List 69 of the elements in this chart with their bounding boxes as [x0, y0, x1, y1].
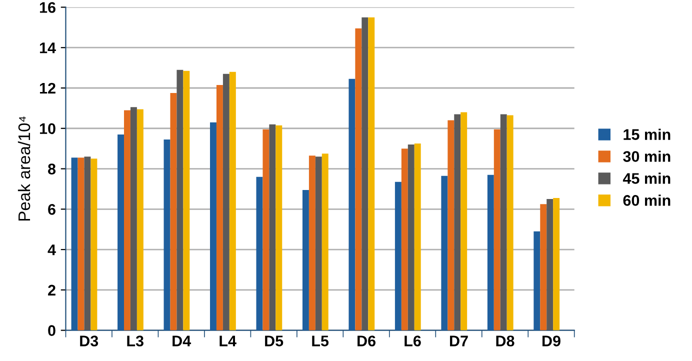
y-tick-label: 2 [48, 284, 56, 296]
bar [362, 17, 368, 330]
bar [394, 182, 402, 330]
x-tick-label: L5 [312, 336, 329, 346]
legend-label: 45 min [622, 172, 670, 184]
bar [348, 78, 356, 330]
bar [78, 158, 84, 330]
y-tick-label: 0 [48, 325, 56, 336]
y-tick-label: 14 [40, 42, 56, 54]
bar [262, 129, 270, 330]
x-tick-label: L3 [127, 336, 144, 346]
y-axis-title: Peak area/10⁴ [18, 116, 30, 221]
x-tick-label: D8 [496, 336, 514, 346]
bar [494, 129, 500, 330]
bar [222, 74, 230, 330]
y-tick-label: 10 [40, 123, 56, 134]
bar [487, 174, 494, 330]
y-tick-label: 8 [48, 164, 56, 174]
y-tick-label: 4 [48, 244, 56, 256]
bar [269, 124, 276, 330]
y-tick-label: 12 [40, 82, 56, 94]
y-tick-label: 6 [48, 204, 56, 215]
x-tick-label: L6 [404, 336, 421, 346]
bar [210, 122, 216, 330]
bar [170, 93, 177, 330]
bar [506, 115, 514, 330]
bar [256, 176, 263, 330]
bar [454, 114, 461, 330]
x-tick-label: D9 [542, 336, 560, 346]
bar [84, 156, 91, 330]
x-tick-label: D3 [80, 336, 98, 346]
bar [500, 114, 507, 330]
bar [302, 190, 309, 330]
bar [401, 148, 408, 330]
x-tick-label: D5 [265, 336, 284, 346]
bar [229, 72, 236, 330]
bar [136, 109, 144, 330]
bar [118, 134, 124, 330]
bar [71, 158, 78, 330]
bar [534, 231, 540, 330]
bar [216, 84, 223, 330]
bar [448, 120, 454, 330]
bar [540, 204, 547, 330]
bar [322, 154, 328, 330]
x-tick-label: D6 [358, 336, 376, 346]
legend-label: 60 min [623, 194, 670, 206]
bar [315, 156, 322, 330]
x-tick-label: D4 [172, 336, 192, 346]
bar [164, 139, 170, 330]
bar [460, 112, 468, 330]
legend-label: 30 min [623, 150, 670, 162]
bar [441, 176, 448, 330]
y-tick-label: 16 [40, 2, 56, 13]
bar [176, 70, 184, 330]
x-tick-label: L4 [220, 336, 236, 346]
bar [414, 144, 421, 330]
x-tick-label: D7 [450, 336, 468, 346]
bar [553, 198, 560, 330]
bar [90, 158, 98, 330]
bar [183, 70, 190, 330]
bar [276, 125, 282, 330]
bar [408, 144, 414, 330]
bar [368, 17, 375, 330]
bar [308, 156, 316, 330]
bar [124, 110, 130, 330]
bar [130, 107, 137, 330]
bar [546, 199, 554, 330]
bar [355, 28, 362, 330]
legend-label: 15 min [624, 128, 670, 140]
